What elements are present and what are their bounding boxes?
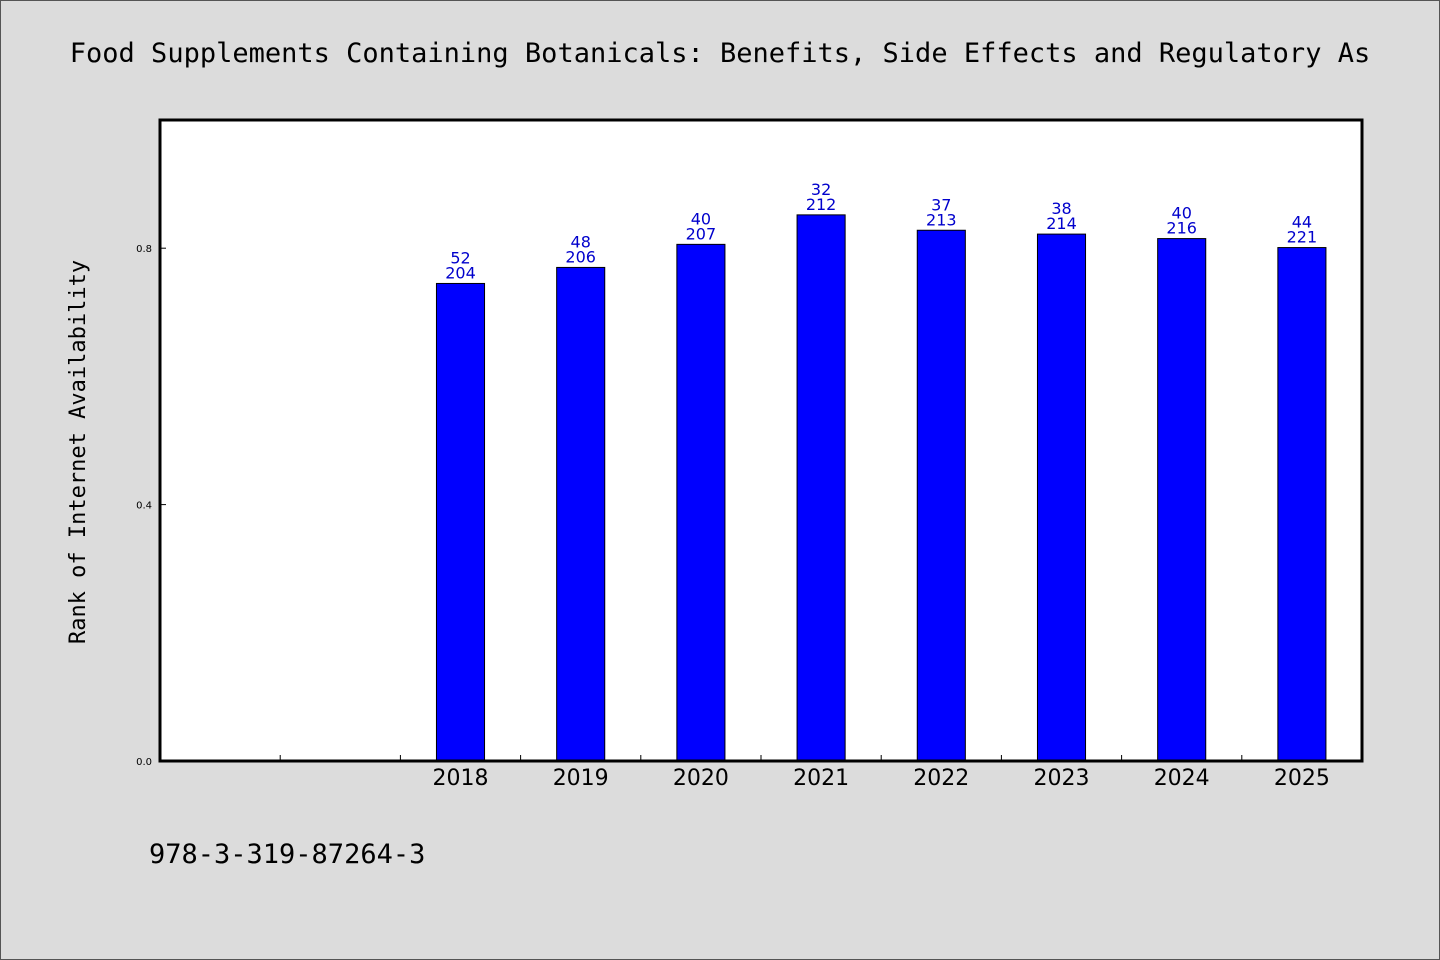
bar-label-top: 40 <box>691 209 711 228</box>
bar-label-top: 40 <box>1172 204 1192 223</box>
y-axis-label: Rank of Internet Availability <box>66 260 91 644</box>
x-tick-label: 2025 <box>1274 766 1330 791</box>
isbn-footer: 978-3-319-87264-3 <box>149 839 425 870</box>
chart-title: Food Supplements Containing Botanicals: … <box>70 38 1370 69</box>
bar-label-bottom: 214 <box>1046 214 1077 233</box>
bar-label-bottom: 204 <box>445 263 476 282</box>
x-tick-label: 2019 <box>553 766 609 791</box>
y-tick-label: 0.0 <box>136 757 152 768</box>
plot-border <box>158 118 1364 763</box>
x-tick-label: 2023 <box>1034 766 1090 791</box>
bar-label-bottom: 207 <box>686 224 717 243</box>
bar-label-bottom: 206 <box>565 247 596 266</box>
bar-label-top: 44 <box>1292 213 1312 232</box>
x-tick-label: 2021 <box>793 766 849 791</box>
x-tick-label: 2020 <box>673 766 729 791</box>
x-tick-label: 2018 <box>433 766 489 791</box>
bar-label-bottom: 221 <box>1287 228 1318 247</box>
x-tick-label: 2022 <box>913 766 969 791</box>
bar <box>916 229 966 762</box>
bar-label-top: 32 <box>811 180 831 199</box>
y-tick-label: 0.4 <box>136 501 152 512</box>
bar-label-bottom: 212 <box>806 195 837 214</box>
bar <box>1036 233 1087 762</box>
bar-label-top: 48 <box>571 232 591 251</box>
axis-layer: 0.0 0.4 0.8 2018 2019 2020 2021 2022 2023 2024 202… <box>136 244 1330 791</box>
bar <box>1277 247 1327 762</box>
bar-label-bottom: 216 <box>1166 219 1197 238</box>
bar <box>676 243 726 762</box>
bar-label-top: 38 <box>1051 199 1071 218</box>
bar <box>796 214 846 762</box>
y-tick-label: 0.8 <box>136 244 152 255</box>
bar <box>556 266 606 762</box>
bar-label-top: 37 <box>931 195 951 214</box>
bar <box>435 282 486 762</box>
bar <box>1157 238 1207 762</box>
bar-label-bottom: 213 <box>926 210 957 229</box>
bars-layer <box>435 214 1327 762</box>
x-tick-label: 2024 <box>1154 766 1210 791</box>
bar-label-top: 52 <box>450 248 470 267</box>
